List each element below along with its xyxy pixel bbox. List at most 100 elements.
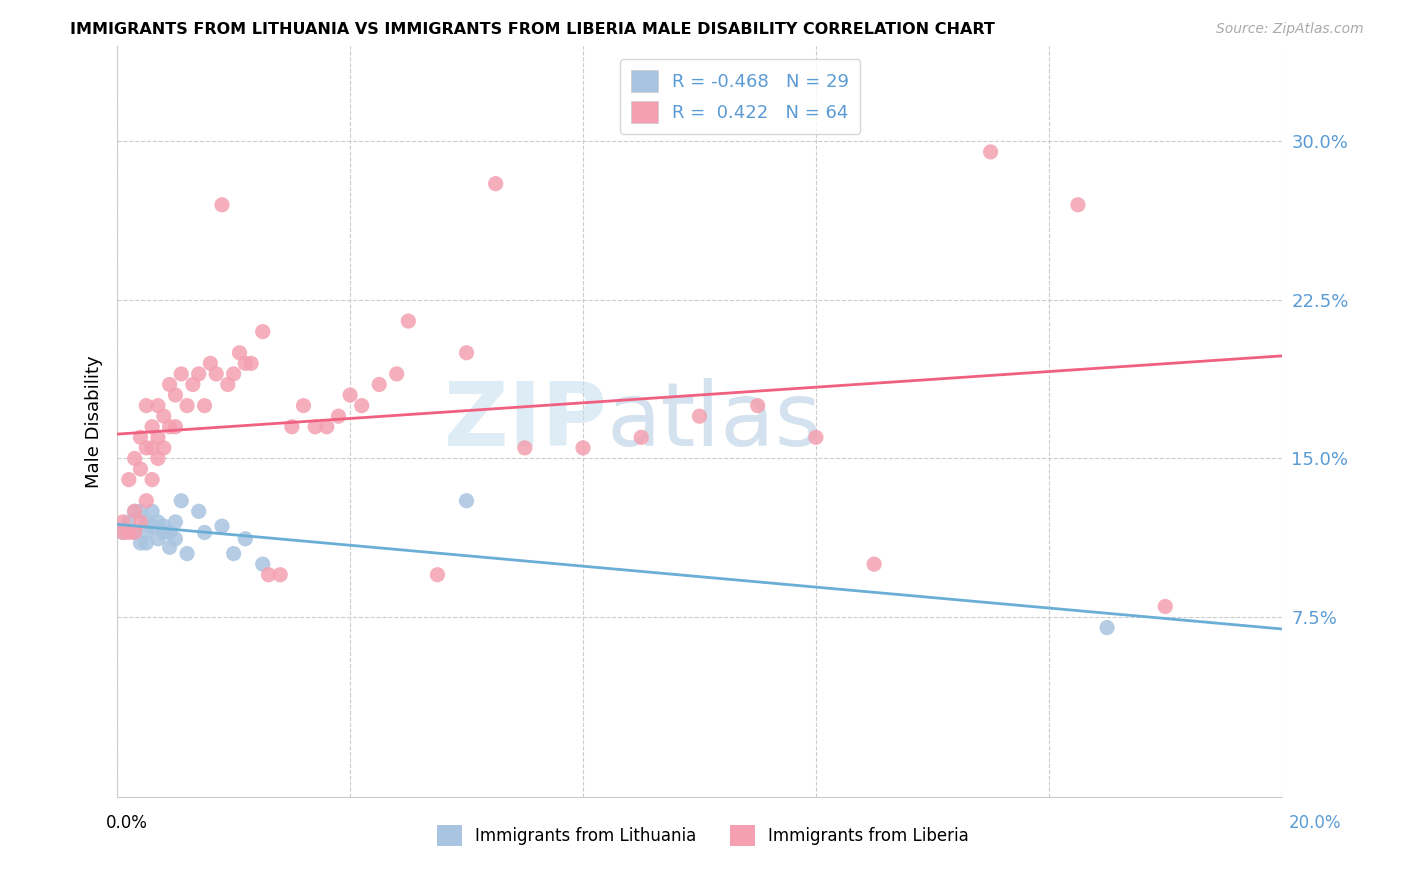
Point — [205, 367, 228, 381]
Text: IMMIGRANTS FROM LITHUANIA VS IMMIGRANTS FROM LIBERIA MALE DISABILITY CORRELATION: IMMIGRANTS FROM LITHUANIA VS IMMIGRANTS … — [70, 22, 995, 37]
Point — [1067, 198, 1090, 212]
Point — [152, 519, 174, 533]
Legend: R = -0.468   N = 29, R =  0.422   N = 64: R = -0.468 N = 29, R = 0.422 N = 64 — [620, 59, 860, 134]
Point — [111, 515, 134, 529]
Point — [328, 409, 350, 424]
Point — [176, 399, 198, 413]
Point — [747, 399, 769, 413]
Point — [350, 399, 373, 413]
Point — [111, 525, 134, 540]
Point — [292, 399, 315, 413]
Point — [228, 345, 250, 359]
Point — [176, 547, 198, 561]
Point — [193, 525, 215, 540]
Point — [339, 388, 361, 402]
Point — [135, 493, 157, 508]
Point — [165, 388, 187, 402]
Point — [135, 515, 157, 529]
Point — [146, 399, 169, 413]
Point — [141, 519, 163, 533]
Point — [141, 504, 163, 518]
Point — [222, 367, 245, 381]
Point — [146, 515, 169, 529]
Point — [630, 430, 652, 444]
Point — [141, 441, 163, 455]
Point — [152, 441, 174, 455]
Point — [118, 473, 141, 487]
Point — [124, 525, 146, 540]
Point — [688, 409, 710, 424]
Point — [485, 177, 508, 191]
Point — [193, 399, 215, 413]
Point — [141, 473, 163, 487]
Point — [170, 367, 193, 381]
Point — [252, 325, 274, 339]
Point — [135, 536, 157, 550]
Point — [456, 345, 478, 359]
Point — [159, 419, 181, 434]
Point — [124, 504, 146, 518]
Point — [129, 536, 152, 550]
Legend: Immigrants from Lithuania, Immigrants from Liberia: Immigrants from Lithuania, Immigrants fr… — [430, 819, 976, 853]
Point — [135, 525, 157, 540]
Point — [233, 532, 256, 546]
Point — [124, 451, 146, 466]
Point — [281, 419, 304, 434]
Point — [426, 567, 449, 582]
Point — [111, 525, 134, 540]
Y-axis label: Male Disability: Male Disability — [86, 355, 103, 488]
Point — [129, 430, 152, 444]
Point — [146, 451, 169, 466]
Point — [257, 567, 280, 582]
Point — [252, 557, 274, 571]
Point — [152, 409, 174, 424]
Point — [124, 504, 146, 518]
Point — [269, 567, 291, 582]
Point — [129, 462, 152, 476]
Point — [513, 441, 536, 455]
Point — [135, 441, 157, 455]
Point — [118, 525, 141, 540]
Point — [124, 525, 146, 540]
Point — [165, 419, 187, 434]
Point — [980, 145, 1002, 159]
Point — [165, 532, 187, 546]
Point — [141, 419, 163, 434]
Text: 20.0%: 20.0% — [1288, 814, 1341, 831]
Point — [159, 525, 181, 540]
Point — [304, 419, 326, 434]
Text: ZIP: ZIP — [443, 378, 606, 465]
Point — [146, 532, 169, 546]
Point — [159, 541, 181, 555]
Point — [211, 519, 233, 533]
Point — [456, 493, 478, 508]
Point — [187, 504, 209, 518]
Point — [385, 367, 408, 381]
Point — [152, 525, 174, 540]
Point — [240, 356, 263, 370]
Point — [804, 430, 827, 444]
Point — [129, 515, 152, 529]
Point — [159, 377, 181, 392]
Point — [1095, 621, 1118, 635]
Point — [368, 377, 391, 392]
Point — [187, 367, 209, 381]
Point — [315, 419, 337, 434]
Point — [217, 377, 239, 392]
Point — [211, 198, 233, 212]
Point — [181, 377, 204, 392]
Text: 0.0%: 0.0% — [105, 814, 148, 831]
Point — [165, 515, 187, 529]
Point — [396, 314, 419, 328]
Point — [1154, 599, 1177, 614]
Point — [135, 399, 157, 413]
Point — [129, 504, 152, 518]
Point — [118, 515, 141, 529]
Point — [222, 547, 245, 561]
Point — [233, 356, 256, 370]
Point — [146, 430, 169, 444]
Point — [863, 557, 886, 571]
Text: Source: ZipAtlas.com: Source: ZipAtlas.com — [1216, 22, 1364, 37]
Point — [572, 441, 595, 455]
Point — [170, 493, 193, 508]
